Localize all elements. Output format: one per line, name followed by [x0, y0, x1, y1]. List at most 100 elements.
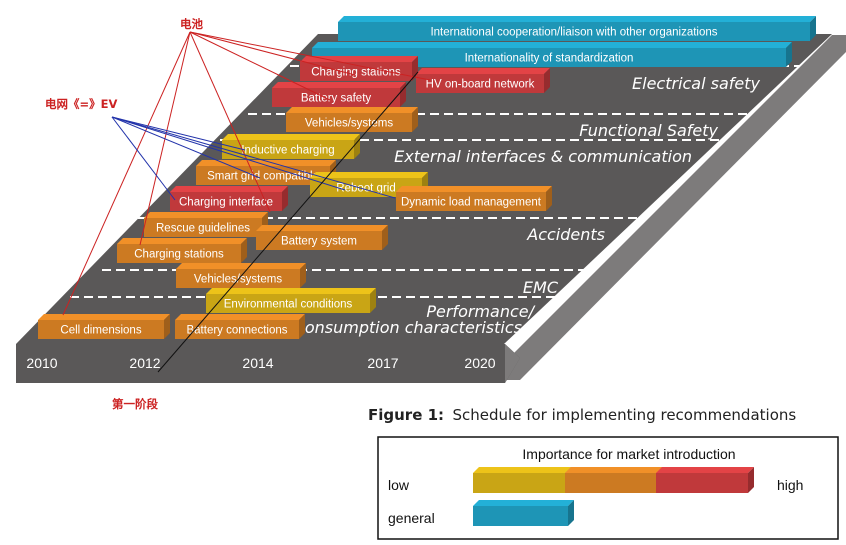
bar-top-face — [196, 160, 336, 166]
bar-front-face — [310, 178, 422, 197]
bar-top-face — [117, 238, 247, 244]
bar-mid: Cell dimensions — [38, 314, 170, 339]
figure-number: Figure 1: — [368, 406, 444, 424]
bar-low: Environmental conditions — [206, 288, 376, 313]
bar-front-face — [196, 166, 330, 185]
bar-front-face — [656, 473, 748, 493]
bar-front-face — [256, 231, 382, 250]
legend-high-label: high — [777, 477, 803, 493]
annotation-line — [111, 116, 261, 179]
bar-mid: Dynamic load management — [396, 186, 552, 211]
bar-front-face — [565, 473, 657, 493]
bar-side-face — [412, 107, 418, 132]
bar-top-face — [338, 16, 816, 22]
year-label: 2012 — [129, 355, 160, 371]
bar-side-face — [370, 288, 376, 313]
bar-front-face — [396, 192, 546, 211]
category-label: Performance/ — [426, 302, 535, 321]
bar-top-face — [38, 314, 170, 320]
legend-low-label: low — [388, 477, 410, 493]
bar-mid: Vehicles/systems — [286, 107, 418, 132]
bar-side-face — [568, 500, 574, 526]
bar-mid: Rescue guidelines — [144, 212, 268, 237]
bar-front-face — [117, 244, 241, 263]
bar-label: Rescue guidelines — [156, 223, 250, 235]
bar-front-face — [144, 218, 262, 237]
bar-front-face — [338, 22, 810, 41]
bar-side-face — [241, 238, 247, 263]
bar-high: HV on-board network — [416, 68, 550, 93]
bar-label: Environmental conditions — [224, 299, 353, 311]
bar-label: Battery connections — [186, 325, 287, 337]
bar-front-face — [272, 88, 400, 107]
bar-top-face — [256, 225, 388, 231]
bar-side-face — [299, 314, 305, 339]
bar-high: Battery safety — [272, 82, 406, 107]
bar-front-face — [473, 473, 565, 493]
bar-top-face — [310, 172, 428, 178]
bar-side-face — [544, 68, 550, 93]
bar-front-face — [300, 62, 412, 81]
platform-side — [503, 35, 846, 380]
bar-front-face — [176, 269, 300, 288]
category-label: Consumption characteristics — [294, 318, 522, 337]
category-labels: Electrical safety Functional Safety Exte… — [294, 74, 761, 337]
annotation-line — [189, 31, 356, 76]
bar-top-face — [416, 68, 550, 74]
bar-top-face — [222, 134, 360, 140]
category-label: Functional Safety — [579, 121, 718, 140]
bar-label: Charging stations — [134, 249, 224, 261]
bar-front-face — [312, 48, 786, 67]
bar-high: Charging stations — [300, 56, 418, 81]
blue-lines — [111, 116, 396, 201]
legend: Importance for market introduction low h… — [377, 436, 839, 540]
bar-side-face — [382, 225, 388, 250]
bar-mid: Battery connections — [175, 314, 305, 339]
year-label: 2020 — [464, 355, 495, 371]
bar-high: Charging interface — [170, 186, 288, 211]
bar-label: Reboot grid — [336, 183, 395, 195]
bar-front-face — [38, 320, 164, 339]
annotation-line — [111, 116, 396, 199]
bar-side-face — [300, 263, 306, 288]
legend-swatch-low — [473, 467, 571, 493]
bar-top-face — [473, 467, 571, 473]
year-label: 2014 — [242, 355, 273, 371]
category-label: Electrical safety — [632, 74, 761, 93]
bar-top-face — [300, 56, 418, 62]
bar-label: Charging interface — [179, 197, 273, 209]
bar-label: Battery safety — [301, 93, 372, 105]
bar-low: Inductive charging — [222, 134, 360, 159]
bar-side-face — [164, 314, 170, 339]
bar-low: Reboot grid — [310, 172, 428, 197]
bar-front-face — [175, 320, 299, 339]
bar-top-face — [286, 107, 418, 113]
bar-general: International cooperation/liaison with o… — [338, 16, 816, 41]
legend-general-label: general — [388, 510, 435, 526]
bar-top-face — [565, 467, 663, 473]
bar-front-face — [286, 113, 412, 132]
platform-front-shade — [505, 344, 520, 383]
annotation-line — [111, 116, 176, 201]
battery-annotation: 电池 — [180, 17, 203, 31]
annotation-line — [111, 116, 246, 151]
bar-top-face — [206, 288, 376, 294]
bar-mid: Smart grid compatible — [196, 160, 336, 185]
figure-title: Schedule for implementing recommendation… — [453, 406, 797, 424]
year-axis: 2010 2012 2014 2017 2020 — [26, 355, 495, 371]
bar-side-face — [282, 186, 288, 211]
bar-label: International cooperation/liaison with o… — [430, 27, 717, 39]
phase-line — [157, 71, 419, 373]
figure-caption: Figure 1: Schedule for implementing reco… — [368, 406, 796, 424]
bars: International cooperation/liaison with o… — [38, 16, 816, 339]
bar-top-face — [272, 82, 406, 88]
bar-top-face — [656, 467, 754, 473]
annotation-line — [189, 31, 331, 101]
bar-side-face — [546, 186, 552, 211]
bar-general: Internationality of standardization — [312, 42, 792, 67]
phase-one-annotation: 第一阶段 — [112, 397, 158, 411]
annotation-line — [62, 31, 191, 316]
year-label: 2010 — [26, 355, 57, 371]
bar-label: Cell dimensions — [60, 325, 141, 337]
